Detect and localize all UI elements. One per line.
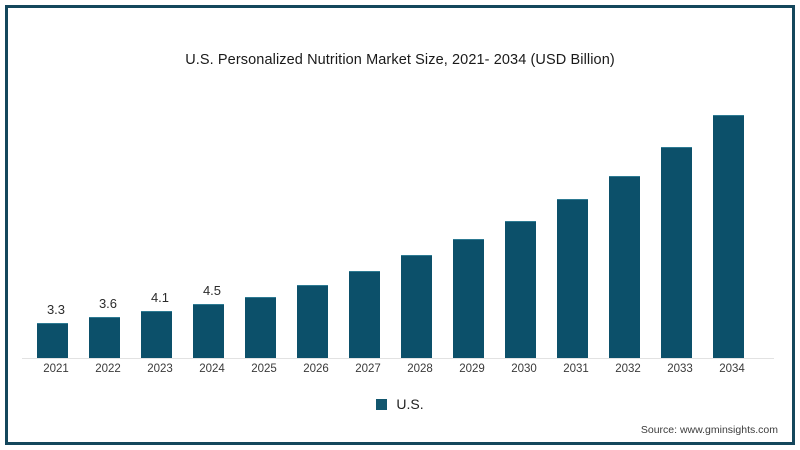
source-attribution: Source: www.gminsights.com xyxy=(640,424,778,436)
bar-2025[interactable] xyxy=(245,297,276,358)
bar-slot: 3.6 xyxy=(82,95,134,358)
bar-2028[interactable] xyxy=(401,255,432,358)
chart-legend: U.S. xyxy=(0,396,800,412)
x-axis-label-2030: 2030 xyxy=(511,363,537,375)
x-axis-label-2027: 2027 xyxy=(355,363,381,375)
bar-2021[interactable] xyxy=(37,323,68,358)
bar-2029[interactable] xyxy=(453,239,484,358)
x-axis-label-2031: 2031 xyxy=(563,363,589,375)
bar-slot: 3.3 xyxy=(30,95,82,358)
bar-2022[interactable] xyxy=(89,317,120,358)
x-axis-label-2022: 2022 xyxy=(95,363,121,375)
bar-value-label-2024: 4.5 xyxy=(202,283,222,298)
bar-2027[interactable] xyxy=(349,271,380,358)
bar-2034[interactable] xyxy=(713,115,744,358)
legend-label-us: U.S. xyxy=(396,396,424,412)
x-axis-label-2034: 2034 xyxy=(719,363,745,375)
x-axis-label-2025: 2025 xyxy=(251,363,277,375)
bar-2033[interactable] xyxy=(661,147,692,358)
bar-value-label-2023: 4.1 xyxy=(150,290,170,305)
bar-2023[interactable] xyxy=(141,311,172,358)
bar-2032[interactable] xyxy=(609,176,640,358)
x-axis-line xyxy=(22,357,774,359)
chart-title: U.S. Personalized Nutrition Market Size,… xyxy=(185,52,615,68)
bar-slot xyxy=(446,95,498,358)
x-axis-label-2033: 2033 xyxy=(667,363,693,375)
plot-area: 3.3 3.6 4.1 4.5 xyxy=(30,95,770,358)
bar-2024[interactable] xyxy=(193,304,224,358)
x-axis-label-2028: 2028 xyxy=(407,363,433,375)
bar-slot xyxy=(602,95,654,358)
x-axis-label-2029: 2029 xyxy=(459,363,485,375)
x-axis-label-2021: 2021 xyxy=(43,363,69,375)
bar-slot: 4.1 xyxy=(134,95,186,358)
x-axis-label-2026: 2026 xyxy=(303,363,329,375)
x-axis-label-2024: 2024 xyxy=(199,363,225,375)
bar-2030[interactable] xyxy=(505,221,536,358)
bar-slot xyxy=(498,95,550,358)
bar-slot: 4.5 xyxy=(186,95,238,358)
bar-slot xyxy=(706,95,758,358)
bar-slot xyxy=(550,95,602,358)
bar-slot xyxy=(654,95,706,358)
bar-slot xyxy=(342,95,394,358)
bar-2031[interactable] xyxy=(557,199,588,358)
bar-slot xyxy=(238,95,290,358)
x-axis-label-2032: 2032 xyxy=(615,363,641,375)
bar-2026[interactable] xyxy=(297,285,328,358)
legend-swatch-us xyxy=(376,398,388,410)
bar-value-label-2022: 3.6 xyxy=(98,296,118,311)
x-axis-label-2023: 2023 xyxy=(147,363,173,375)
bar-value-label-2021: 3.3 xyxy=(46,302,66,317)
bar-slot xyxy=(290,95,342,358)
bar-slot xyxy=(394,95,446,358)
